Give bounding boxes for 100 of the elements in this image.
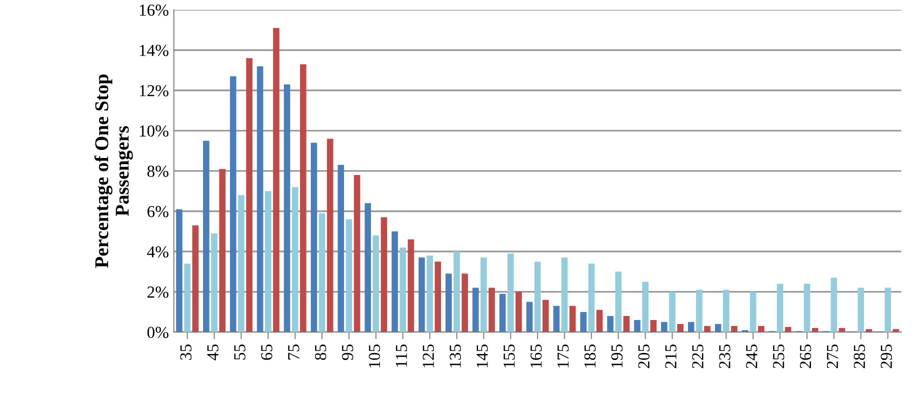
bar bbox=[804, 284, 810, 332]
bar bbox=[580, 312, 587, 332]
bar bbox=[526, 302, 533, 332]
bar bbox=[758, 326, 764, 332]
bar bbox=[426, 256, 433, 332]
y-tick-label: 8% bbox=[147, 166, 168, 177]
x-tick-label: 65 bbox=[261, 344, 272, 360]
x-tick-label: 225 bbox=[692, 344, 704, 368]
x-tick-label: 295 bbox=[880, 344, 892, 368]
bar bbox=[364, 203, 371, 332]
bar bbox=[354, 174, 360, 332]
bar bbox=[534, 262, 541, 332]
bar bbox=[184, 264, 190, 332]
bar bbox=[607, 316, 614, 332]
bar bbox=[499, 294, 506, 332]
y-tick-label: 16% bbox=[140, 4, 168, 16]
bar bbox=[615, 272, 622, 332]
bar bbox=[750, 292, 756, 332]
bar bbox=[256, 66, 264, 332]
bar bbox=[553, 306, 560, 332]
x-tick-label: 135 bbox=[450, 344, 461, 368]
y-tick-label: 0% bbox=[147, 326, 168, 338]
bar bbox=[596, 310, 603, 332]
y-tick-label: 12% bbox=[140, 85, 168, 96]
bar bbox=[338, 164, 344, 332]
bar bbox=[408, 239, 414, 332]
bar bbox=[892, 329, 900, 332]
bar bbox=[507, 254, 514, 332]
bar bbox=[346, 219, 352, 332]
bar bbox=[380, 217, 388, 332]
x-tick-label: 245 bbox=[746, 344, 758, 368]
bar bbox=[176, 209, 182, 332]
bar bbox=[650, 320, 657, 332]
bar bbox=[446, 274, 452, 332]
bar bbox=[454, 252, 460, 332]
x-tick-label: 185 bbox=[584, 344, 596, 368]
x-tick-label: 235 bbox=[719, 344, 730, 368]
bar bbox=[830, 278, 838, 332]
x-tick-label: 195 bbox=[611, 344, 623, 368]
x-tick-label: 85 bbox=[314, 344, 326, 360]
bar bbox=[776, 284, 784, 332]
bar bbox=[400, 247, 406, 332]
bar bbox=[812, 328, 818, 332]
y-tick-label: 2% bbox=[148, 286, 168, 298]
x-tick-label: 35 bbox=[180, 344, 192, 360]
bar bbox=[688, 322, 694, 332]
x-tick-label: 125 bbox=[422, 344, 434, 368]
bar bbox=[480, 258, 487, 332]
bar bbox=[866, 329, 872, 332]
bar bbox=[677, 324, 684, 332]
bar bbox=[669, 292, 676, 332]
bar bbox=[372, 235, 380, 332]
bar bbox=[392, 231, 398, 332]
x-tick-label: 105 bbox=[368, 344, 380, 368]
bar bbox=[246, 58, 252, 332]
y-tick-label: 14% bbox=[140, 44, 168, 56]
bar bbox=[634, 320, 640, 332]
x-tick-label: 165 bbox=[530, 344, 542, 368]
bar bbox=[858, 288, 864, 332]
bar bbox=[542, 300, 549, 332]
bar bbox=[300, 64, 306, 332]
bar bbox=[516, 292, 522, 332]
bar bbox=[230, 76, 236, 332]
x-tick-label: 175 bbox=[558, 344, 569, 368]
bar bbox=[561, 258, 568, 332]
bar bbox=[211, 233, 218, 332]
y-tick-label: 6% bbox=[147, 206, 168, 218]
bar bbox=[418, 258, 425, 332]
bar bbox=[292, 187, 298, 332]
bar bbox=[472, 288, 479, 332]
x-tick-label: 115 bbox=[396, 344, 408, 367]
bar bbox=[203, 140, 210, 332]
y-tick-label: 4% bbox=[147, 246, 168, 258]
bar bbox=[784, 327, 792, 332]
bar bbox=[731, 326, 738, 332]
bar bbox=[488, 288, 495, 332]
x-tick-label: 215 bbox=[665, 344, 676, 368]
x-tick-label: 275 bbox=[826, 344, 838, 368]
bar bbox=[273, 28, 280, 332]
bar bbox=[219, 168, 226, 332]
bar bbox=[642, 282, 648, 332]
bar bbox=[569, 306, 576, 332]
x-tick-label: 205 bbox=[638, 344, 650, 368]
x-tick-label: 145 bbox=[476, 344, 488, 368]
bar bbox=[696, 290, 702, 332]
x-tick-label: 265 bbox=[800, 344, 812, 368]
y-axis-title: Percentage of One Stop Passengers bbox=[94, 74, 133, 268]
x-tick-label: 255 bbox=[773, 344, 784, 368]
bar bbox=[434, 262, 442, 332]
bar bbox=[838, 328, 846, 332]
bar bbox=[588, 264, 595, 332]
bar bbox=[704, 326, 710, 332]
bar bbox=[238, 195, 244, 332]
x-tick-label: 285 bbox=[854, 344, 866, 368]
bar bbox=[714, 324, 722, 332]
bar bbox=[318, 213, 326, 332]
bar bbox=[661, 322, 668, 332]
bar bbox=[310, 142, 318, 332]
bar bbox=[884, 288, 891, 332]
x-tick-label: 55 bbox=[234, 344, 246, 360]
